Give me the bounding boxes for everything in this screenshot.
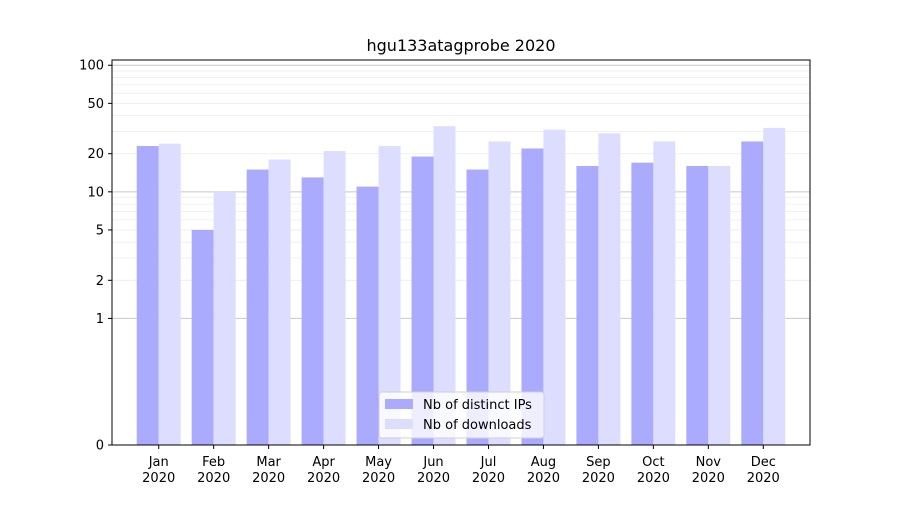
legend-swatch — [385, 399, 413, 409]
bar-distinct-ips — [246, 169, 269, 445]
bar-downloads — [543, 129, 566, 445]
bar-downloads — [763, 127, 786, 445]
y-tick-label: 100 — [79, 59, 104, 74]
y-tick-label: 5 — [96, 223, 104, 238]
x-tick-label: Apr 2020 — [307, 455, 340, 486]
x-tick-label: Dec 2020 — [747, 455, 780, 486]
x-tick-label: Oct 2020 — [637, 455, 670, 486]
legend-label: Nb of downloads — [423, 418, 532, 433]
plot-frame — [111, 59, 811, 446]
bars-layer — [136, 126, 786, 446]
y-tick-label: 50 — [87, 97, 104, 112]
axes-layer: 0 1 2 5 10 20 50 100 Jan 2020 Feb 2020 Mar 2020 Apr 202… — [79, 59, 811, 486]
bar-downloads — [488, 141, 511, 445]
y-tick-label: 1 — [96, 312, 104, 327]
x-tick-label: Mar 2020 — [252, 455, 285, 486]
bar-distinct-ips — [411, 156, 434, 446]
y-tick-label: 0 — [96, 439, 104, 454]
bar-downloads — [158, 143, 181, 445]
x-tick-label: Nov 2020 — [692, 455, 725, 486]
bar-downloads — [433, 126, 456, 446]
bar-distinct-ips — [631, 162, 654, 445]
bar-distinct-ips — [191, 229, 214, 445]
bar-distinct-ips — [301, 177, 324, 446]
x-tick-label: Feb 2020 — [197, 455, 230, 486]
bar-distinct-ips — [521, 148, 544, 445]
legend-box — [378, 391, 545, 439]
y-tick-label: 20 — [87, 147, 104, 162]
bar-downloads — [213, 191, 236, 445]
x-tick-label: Jan 2020 — [142, 455, 175, 486]
legend: Nb of distinct IPs Nb of downloads — [378, 391, 545, 439]
x-tick-label: May 2020 — [362, 455, 395, 486]
bar-downloads — [268, 159, 291, 445]
bar-distinct-ips — [136, 146, 159, 445]
x-tick-label: Jun 2020 — [417, 455, 450, 486]
bar-distinct-ips — [356, 186, 379, 446]
bar-distinct-ips — [741, 141, 764, 445]
bar-downloads — [323, 151, 346, 445]
y-tick-label: 2 — [96, 274, 104, 289]
x-tick-label: Aug 2020 — [527, 455, 560, 486]
x-tick-label: Sep 2020 — [582, 455, 615, 486]
y-tick-label: 10 — [87, 185, 104, 200]
bar-distinct-ips — [466, 169, 489, 445]
legend-swatch — [385, 419, 413, 429]
bar-downloads — [378, 146, 401, 445]
x-tick-label: Jul 2020 — [472, 455, 505, 486]
bar-downloads — [598, 133, 621, 445]
chart-title: hgu133atagprobe 2020 — [367, 36, 556, 55]
bar-downloads — [708, 165, 731, 446]
bar-distinct-ips — [576, 165, 599, 446]
legend-label: Nb of distinct IPs — [423, 398, 532, 413]
bar-distinct-ips — [686, 165, 709, 446]
bar-downloads — [653, 141, 676, 445]
